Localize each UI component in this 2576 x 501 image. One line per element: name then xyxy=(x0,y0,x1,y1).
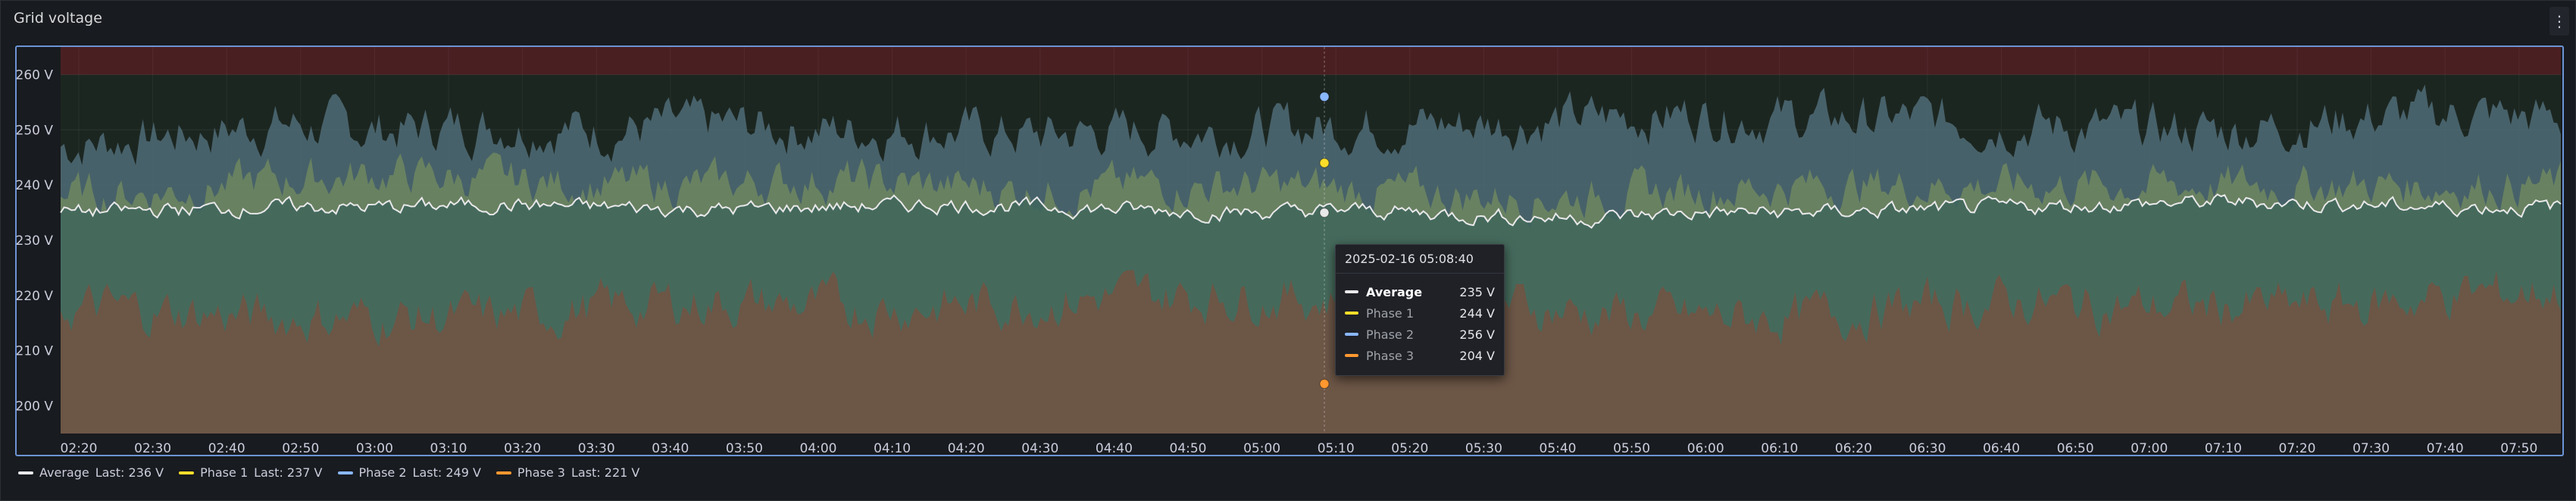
x-tick-label: 03:40 xyxy=(652,441,689,456)
tooltip-series-name: Phase 3 xyxy=(1366,348,1415,363)
legend-item-phase-3[interactable]: Phase 3 Last: 221 V xyxy=(496,465,639,480)
x-tick-label: 06:40 xyxy=(1983,441,2020,456)
series-area-phase-3 xyxy=(61,270,2561,434)
x-tick-label: 06:10 xyxy=(1761,441,1798,456)
panel-menu-button[interactable]: ⋮ xyxy=(2549,7,2569,36)
tooltip-swatch xyxy=(1345,290,1358,293)
x-tick-label: 06:20 xyxy=(1835,441,1872,456)
more-vertical-icon: ⋮ xyxy=(2552,12,2567,30)
hover-point-phase-2 xyxy=(1319,92,1330,102)
hover-point-phase-3 xyxy=(1319,378,1330,389)
y-tick-label: 260 V xyxy=(16,67,54,83)
x-tick-label: 03:50 xyxy=(726,441,763,456)
x-tick-label: 05:30 xyxy=(1465,441,1502,456)
tooltip-row-phase-3: Phase 3 204 V xyxy=(1345,345,1495,366)
x-tick-label: 05:40 xyxy=(1540,441,1577,456)
legend-label: Average xyxy=(39,465,89,480)
x-tick-label: 07:00 xyxy=(2131,441,2168,456)
panel-title: Grid voltage xyxy=(14,10,102,27)
legend-label: Phase 2 xyxy=(358,465,407,480)
x-tick-label: 04:30 xyxy=(1021,441,1058,456)
x-tick-label: 05:10 xyxy=(1318,441,1355,456)
legend-last-value: Last: 249 V xyxy=(412,465,481,480)
y-tick-label: 200 V xyxy=(16,399,54,415)
x-tick-label: 07:40 xyxy=(2427,441,2464,456)
x-tick-label: 07:50 xyxy=(2500,441,2537,456)
x-tick-label: 07:30 xyxy=(2352,441,2390,456)
tooltip-row-phase-2: Phase 2 256 V xyxy=(1345,324,1495,345)
tooltip-series-value: 204 V xyxy=(1459,348,1495,363)
legend-last-value: Last: 237 V xyxy=(254,465,323,480)
threshold-band xyxy=(61,47,2561,75)
legend-last-value: Last: 236 V xyxy=(95,465,164,480)
hover-point-average xyxy=(1319,208,1330,218)
plot-area-border[interactable] xyxy=(15,45,2564,456)
legend-label: Phase 3 xyxy=(517,465,565,480)
legend-item-phase-2[interactable]: Phase 2 Last: 249 V xyxy=(337,465,481,480)
hover-point-phase-1 xyxy=(1319,158,1330,168)
series-line-average xyxy=(60,193,2562,229)
x-tick-label: 02:30 xyxy=(134,441,171,456)
tooltip-swatch xyxy=(1345,333,1358,336)
legend-last-value: Last: 221 V xyxy=(571,465,640,480)
tooltip-series-name: Average xyxy=(1366,284,1423,299)
x-tick-label: 02:20 xyxy=(61,441,98,456)
tooltip-time: 2025-02-16 05:08:40 xyxy=(1336,245,1504,274)
legend-swatch xyxy=(18,471,33,474)
hover-tooltip: 2025-02-16 05:08:40 Average 235 V Phase … xyxy=(1335,244,1505,376)
x-tick-label: 04:10 xyxy=(874,441,911,456)
x-tick-label: 06:00 xyxy=(1687,441,1724,456)
x-tick-label: 07:20 xyxy=(2279,441,2316,456)
x-tick-label: 04:40 xyxy=(1096,441,1133,456)
x-tick-label: 03:10 xyxy=(430,441,467,456)
y-tick-label: 250 V xyxy=(16,123,54,138)
x-tick-label: 06:30 xyxy=(1909,441,1946,456)
y-tick-label: 230 V xyxy=(16,233,54,249)
x-tick-label: 05:20 xyxy=(1391,441,1428,456)
x-tick-label: 04:20 xyxy=(948,441,985,456)
x-tick-label: 02:50 xyxy=(282,441,319,456)
tooltip-swatch xyxy=(1345,354,1358,357)
tooltip-series-name: Phase 1 xyxy=(1366,305,1415,321)
x-tick-label: 06:50 xyxy=(2057,441,2094,456)
y-tick-label: 220 V xyxy=(16,289,54,304)
y-tick-label: 240 V xyxy=(16,178,54,193)
tooltip-series-value: 256 V xyxy=(1459,327,1495,342)
tooltip-series-value: 244 V xyxy=(1459,305,1495,321)
chart-legend: Average Last: 236 V Phase 1 Last: 237 V … xyxy=(18,465,639,480)
tooltip-row-phase-1: Phase 1 244 V xyxy=(1345,302,1495,324)
y-tick-label: 210 V xyxy=(16,344,54,359)
legend-swatch xyxy=(337,471,353,474)
tooltip-series-name: Phase 2 xyxy=(1366,327,1415,342)
x-tick-label: 02:40 xyxy=(208,441,245,456)
tooltip-series-value: 235 V xyxy=(1459,284,1495,299)
x-tick-label: 05:50 xyxy=(1613,441,1650,456)
legend-label: Phase 1 xyxy=(200,465,249,480)
x-tick-label: 05:00 xyxy=(1243,441,1280,456)
x-tick-label: 03:20 xyxy=(504,441,541,456)
x-tick-label: 03:30 xyxy=(578,441,615,456)
x-tick-label: 03:00 xyxy=(356,441,393,456)
x-tick-label: 04:00 xyxy=(800,441,837,456)
x-tick-label: 04:50 xyxy=(1170,441,1207,456)
tooltip-swatch xyxy=(1345,312,1358,315)
legend-item-phase-1[interactable]: Phase 1 Last: 237 V xyxy=(179,465,323,480)
x-tick-label: 07:10 xyxy=(2205,441,2242,456)
legend-swatch xyxy=(496,471,511,474)
tooltip-row-average: Average 235 V xyxy=(1345,281,1495,302)
legend-item-average[interactable]: Average Last: 236 V xyxy=(18,465,164,480)
legend-swatch xyxy=(179,471,195,474)
